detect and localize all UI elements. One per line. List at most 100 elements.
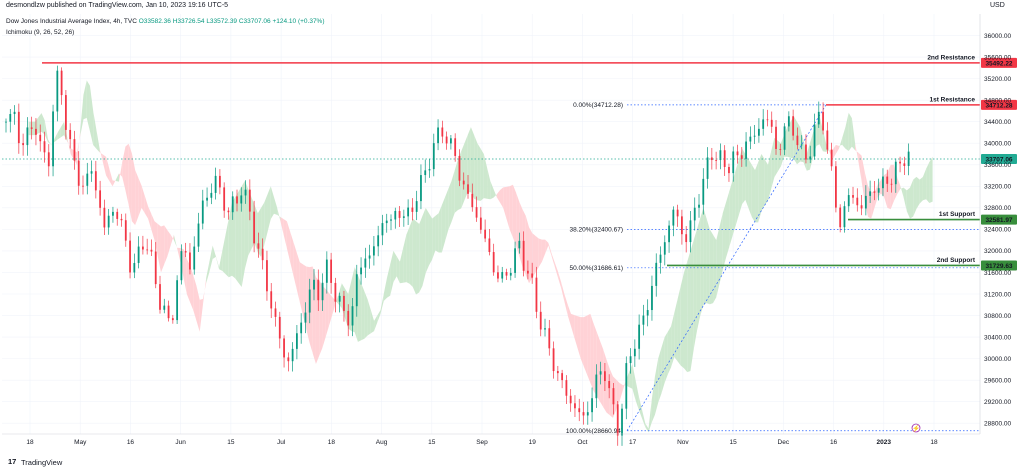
y-tick-label: 34000.00 <box>984 141 1011 148</box>
candle-body <box>278 316 281 339</box>
candle-body <box>488 238 491 253</box>
ichimoku-cloud-segment <box>122 146 126 191</box>
ichimoku-cloud-segment <box>771 137 775 189</box>
event-marker-icon <box>911 423 921 433</box>
top-bar: desmondlzw published on TradingView.com,… <box>0 0 1024 11</box>
candle-body <box>813 124 816 157</box>
ichimoku-cloud-segment <box>445 189 449 242</box>
ichimoku-cloud-segment <box>819 116 823 152</box>
ichimoku-cloud-segment <box>361 283 365 341</box>
ichimoku-cloud-segment <box>474 135 478 201</box>
candle-body <box>197 223 200 247</box>
candle-body <box>616 404 619 436</box>
candle-body <box>39 134 42 142</box>
ichimoku-cloud-segment <box>642 409 646 427</box>
ichimoku-cloud-segment <box>477 143 481 201</box>
ichimoku-cloud-segment <box>738 148 743 215</box>
y-tick-label: 29600.00 <box>984 377 1011 384</box>
candle-body <box>445 136 448 144</box>
candle-body <box>535 277 538 312</box>
candle-body <box>548 328 551 349</box>
ichimoku-cloud-segment <box>190 265 194 311</box>
candle-body <box>852 195 854 198</box>
ichimoku-cloud-segment <box>929 156 933 203</box>
candle-body <box>244 189 247 196</box>
ichimoku-cloud-segment <box>499 187 504 208</box>
ichimoku-cloud-segment <box>296 252 300 303</box>
ichimoku-cloud-segment <box>131 153 136 226</box>
level-price-label: 32581.97 <box>985 217 1012 224</box>
candle-body <box>368 255 371 259</box>
candle-body <box>274 308 277 317</box>
ichimoku-cloud-segment <box>435 213 439 253</box>
candle-body <box>154 251 157 285</box>
candle-body <box>347 310 350 326</box>
ichimoku-cloud-segment <box>535 235 539 273</box>
ichimoku-cloud-segment <box>377 310 381 323</box>
ichimoku-cloud-segment <box>396 256 400 284</box>
candle-body <box>441 127 444 137</box>
candle-body <box>826 130 829 150</box>
candle-body <box>338 295 341 302</box>
ichimoku-cloud-segment <box>897 177 901 195</box>
ichimoku-cloud-segment <box>254 205 258 253</box>
candle-body <box>77 160 80 186</box>
candle-body <box>835 166 837 208</box>
ichimoku-cloud-segment <box>325 289 329 338</box>
ichimoku-cloud-segment <box>167 230 171 257</box>
candle-body <box>659 254 662 263</box>
candle-body <box>257 243 260 249</box>
fib-level-label: 50.00%(31686.61) <box>570 265 624 272</box>
ichimoku-cloud-segment <box>822 129 827 152</box>
ichimoku-cloud-segment <box>219 250 223 271</box>
candle-body <box>505 272 508 276</box>
candle-body <box>218 175 221 188</box>
level-price-label: 35492.22 <box>985 60 1012 67</box>
y-tick-label: 29200.00 <box>984 399 1011 406</box>
x-tick-label: 18 <box>930 439 938 446</box>
ichimoku-cloud-segment <box>564 294 568 316</box>
x-tick-label: 15 <box>729 439 737 446</box>
ichimoku-cloud-segment <box>293 241 297 289</box>
ichimoku-cloud-segment <box>357 275 362 342</box>
candle-body <box>5 121 7 123</box>
candle-body <box>193 246 196 270</box>
ichimoku-cloud-segment <box>125 143 129 206</box>
symbol-name: Dow Jones Industrial Average Index, 4h, … <box>6 18 137 25</box>
candle-body <box>437 127 439 144</box>
ichimoku-cloud-segment <box>687 250 691 373</box>
candle-body <box>167 305 170 319</box>
ichimoku-cloud-segment <box>70 148 74 160</box>
candle-body <box>30 127 33 129</box>
ichimoku-cloud-segment <box>403 234 407 283</box>
candle-body <box>586 412 589 416</box>
candle-body <box>526 270 529 274</box>
candle-body <box>82 185 84 187</box>
ichimoku-cloud-segment <box>89 85 94 146</box>
candle-body <box>877 188 880 193</box>
candle-body <box>231 196 234 213</box>
candle-body <box>578 408 581 413</box>
candle-body <box>364 258 367 268</box>
ichimoku-cloud-segment <box>487 167 491 200</box>
candle-body <box>869 191 872 196</box>
candle-body <box>407 207 410 217</box>
ichimoku-cloud-segment <box>454 159 458 213</box>
candle-body <box>398 210 401 218</box>
ichimoku-cloud-segment <box>832 144 836 160</box>
x-tick-label: Jul <box>277 439 286 446</box>
candle-body <box>17 111 20 144</box>
ichimoku-cloud-segment <box>119 162 123 182</box>
candle-body <box>544 328 546 330</box>
candle-body <box>449 138 452 144</box>
ichimoku-cloud-segment <box>645 423 649 433</box>
candle-body <box>689 220 692 243</box>
ichimoku-cloud-segment <box>806 143 810 171</box>
candle-body <box>325 259 328 283</box>
candle-body <box>890 183 893 185</box>
candle-body <box>646 310 649 316</box>
ichimoku-cloud-segment <box>732 170 736 237</box>
ichimoku-cloud-segment <box>725 191 730 258</box>
chart[interactable]: 0.00%(34712.28) 38.20%(32400.67) 50.00%(31… <box>0 0 1024 454</box>
candle-body <box>569 395 572 404</box>
